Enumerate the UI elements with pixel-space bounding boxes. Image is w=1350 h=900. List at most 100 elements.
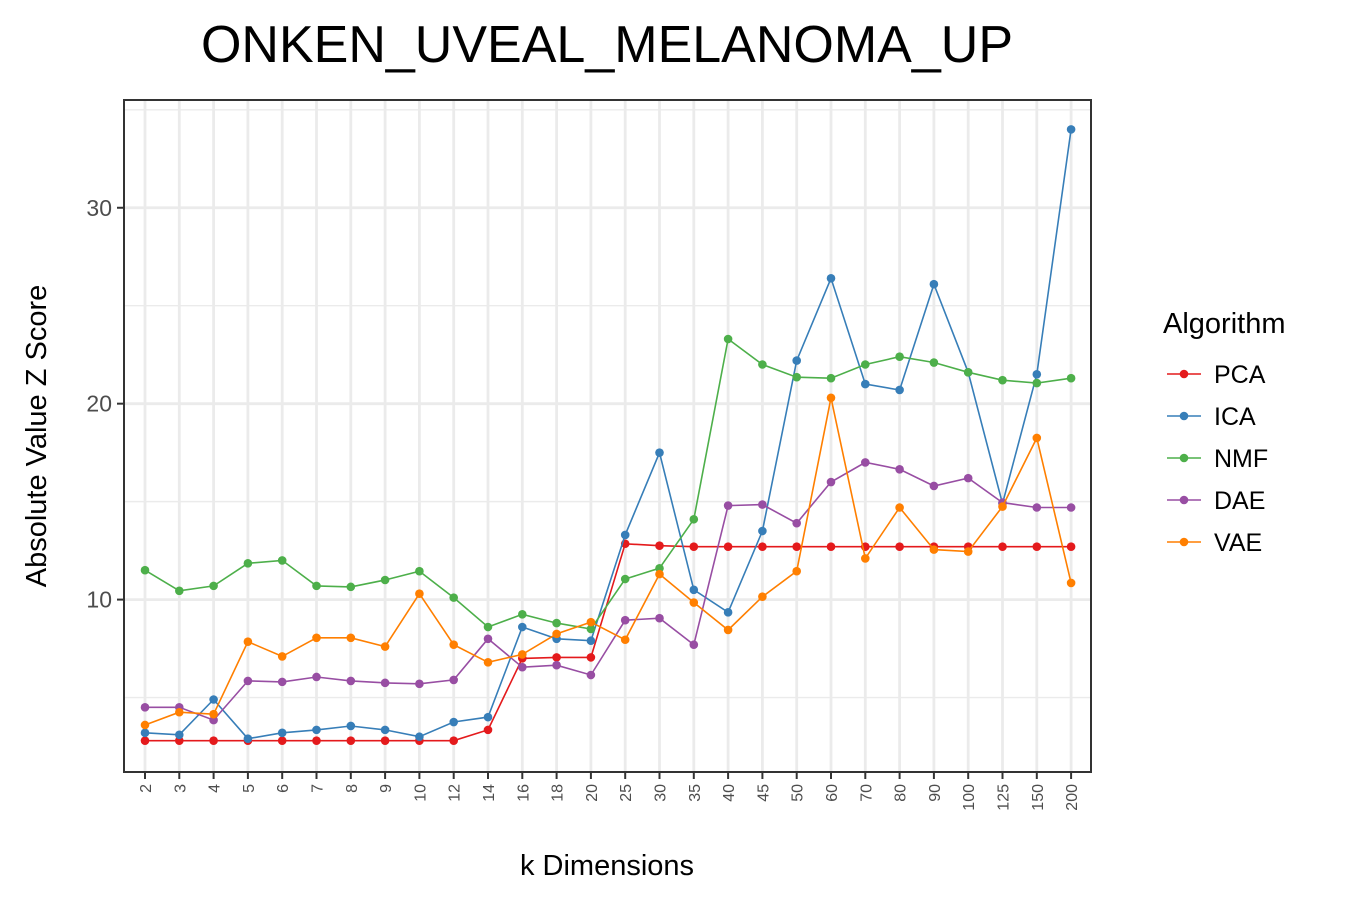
data-point-nmf xyxy=(792,372,801,382)
legend-item-ica: ICA xyxy=(1167,403,1256,431)
y-axis: 10 20 30 xyxy=(86,195,124,613)
data-point-dae xyxy=(518,662,527,672)
data-point-dae xyxy=(963,473,973,483)
data-point-vae xyxy=(312,633,321,643)
data-point-pca xyxy=(1066,542,1076,551)
data-point-nmf xyxy=(929,358,939,367)
data-point-vae xyxy=(723,625,733,635)
data-point-vae xyxy=(620,635,630,645)
legend-key-point-vae xyxy=(1179,537,1189,547)
x-axis-title: k Dimensions xyxy=(520,850,694,882)
legend-item-nmf: NMF xyxy=(1167,445,1268,473)
data-point-pca xyxy=(998,542,1007,551)
x-tick-label: 70 xyxy=(858,784,875,802)
x-tick-label: 3 xyxy=(172,784,189,793)
x-tick-label: 18 xyxy=(550,784,567,802)
x-tick-label: 6 xyxy=(275,784,292,793)
data-point-ica xyxy=(1032,369,1042,379)
data-point-dae xyxy=(586,670,596,680)
data-point-nmf xyxy=(140,565,150,575)
series-line-dae xyxy=(145,461,1072,722)
data-point-vae xyxy=(1032,433,1042,443)
x-tick-label: 200 xyxy=(1064,784,1081,811)
data-point-ica xyxy=(140,728,150,738)
data-point-pca xyxy=(655,541,664,551)
chart-title: ONKEN_UVEAL_MELANOMA_UP xyxy=(201,16,1013,74)
data-point-pca xyxy=(346,736,356,745)
data-point-dae xyxy=(346,676,356,686)
legend-item-pca: PCA xyxy=(1167,361,1266,389)
legend-label-ica: ICA xyxy=(1214,403,1256,431)
data-point-nmf xyxy=(655,563,664,573)
data-point-dae xyxy=(483,634,493,644)
x-tick-label: 125 xyxy=(996,784,1013,811)
data-point-nmf xyxy=(586,624,596,634)
legend-label-dae: DAE xyxy=(1214,487,1265,515)
legend-title: Algorithm xyxy=(1163,308,1286,340)
data-point-vae xyxy=(895,503,904,512)
x-tick-label: 8 xyxy=(344,784,361,793)
x-tick-label: 100 xyxy=(961,784,978,811)
y-axis-title: Absolute Value Z Score xyxy=(21,285,53,588)
data-point-dae xyxy=(758,500,767,509)
x-tick-label: 16 xyxy=(515,784,532,802)
y-tick-label: 10 xyxy=(86,587,112,613)
data-point-pca xyxy=(689,542,699,551)
data-point-vae xyxy=(209,709,218,719)
x-tick-label: 45 xyxy=(755,784,772,802)
data-point-vae xyxy=(175,707,184,717)
legend: Algorithm PCA ICA NMF DAE VAE xyxy=(1163,308,1286,557)
data-point-dae xyxy=(792,518,801,528)
series-line-ica xyxy=(144,129,1072,740)
x-tick-label: 10 xyxy=(412,784,429,802)
y-tick-label: 20 xyxy=(86,391,112,417)
data-point-pca xyxy=(175,736,184,745)
data-point-dae xyxy=(140,703,150,712)
data-point-vae xyxy=(963,547,973,556)
data-point-pca xyxy=(312,736,321,745)
x-tick-label: 150 xyxy=(1030,784,1047,811)
data-point-ica xyxy=(346,721,356,731)
data-point-vae xyxy=(826,393,836,403)
data-point-pca xyxy=(140,736,150,745)
legend-label-nmf: NMF xyxy=(1214,445,1268,473)
legend-item-dae: DAE xyxy=(1167,487,1265,515)
grid xyxy=(124,100,1091,772)
data-point-dae xyxy=(1066,503,1076,512)
data-point-vae xyxy=(243,637,253,647)
data-point-dae xyxy=(380,678,390,688)
x-tick-label: 7 xyxy=(310,784,327,793)
x-tick-label: 9 xyxy=(378,784,395,793)
data-point-ica xyxy=(861,379,870,389)
x-axis: 2 3 4 5 6 7 8 9 10 12 14 16 18 20 25 30 35 40 45 50 60 70 80 90… xyxy=(138,772,1081,811)
x-tick-label: 12 xyxy=(447,784,464,802)
data-point-vae xyxy=(140,720,150,730)
data-point-dae xyxy=(723,501,733,510)
data-point-ica xyxy=(1066,125,1076,134)
data-point-pca xyxy=(277,736,287,745)
data-point-vae xyxy=(277,652,287,661)
x-tick-label: 5 xyxy=(241,784,258,793)
series-line-pca xyxy=(145,542,1072,742)
data-point-pca xyxy=(895,542,904,551)
x-tick-label: 50 xyxy=(790,784,807,802)
data-point-nmf xyxy=(175,586,184,596)
legend-label-pca: PCA xyxy=(1214,361,1266,389)
data-point-vae xyxy=(792,566,801,576)
data-point-ica xyxy=(792,356,801,365)
data-point-vae xyxy=(552,629,561,639)
data-point-vae xyxy=(1066,578,1076,588)
legend-key-point-ica xyxy=(1179,411,1189,421)
data-point-ica xyxy=(312,725,321,735)
legend-item-vae: VAE xyxy=(1167,529,1262,557)
data-point-pca xyxy=(792,542,801,551)
data-point-nmf xyxy=(518,609,527,619)
legend-key-point-pca xyxy=(1179,369,1189,379)
data-point-vae xyxy=(380,642,390,651)
data-point-nmf xyxy=(415,566,424,576)
data-point-nmf xyxy=(689,514,699,524)
data-point-pca xyxy=(483,725,493,735)
data-point-ica xyxy=(209,695,218,704)
data-point-ica xyxy=(380,725,390,735)
data-point-nmf xyxy=(1066,373,1076,383)
